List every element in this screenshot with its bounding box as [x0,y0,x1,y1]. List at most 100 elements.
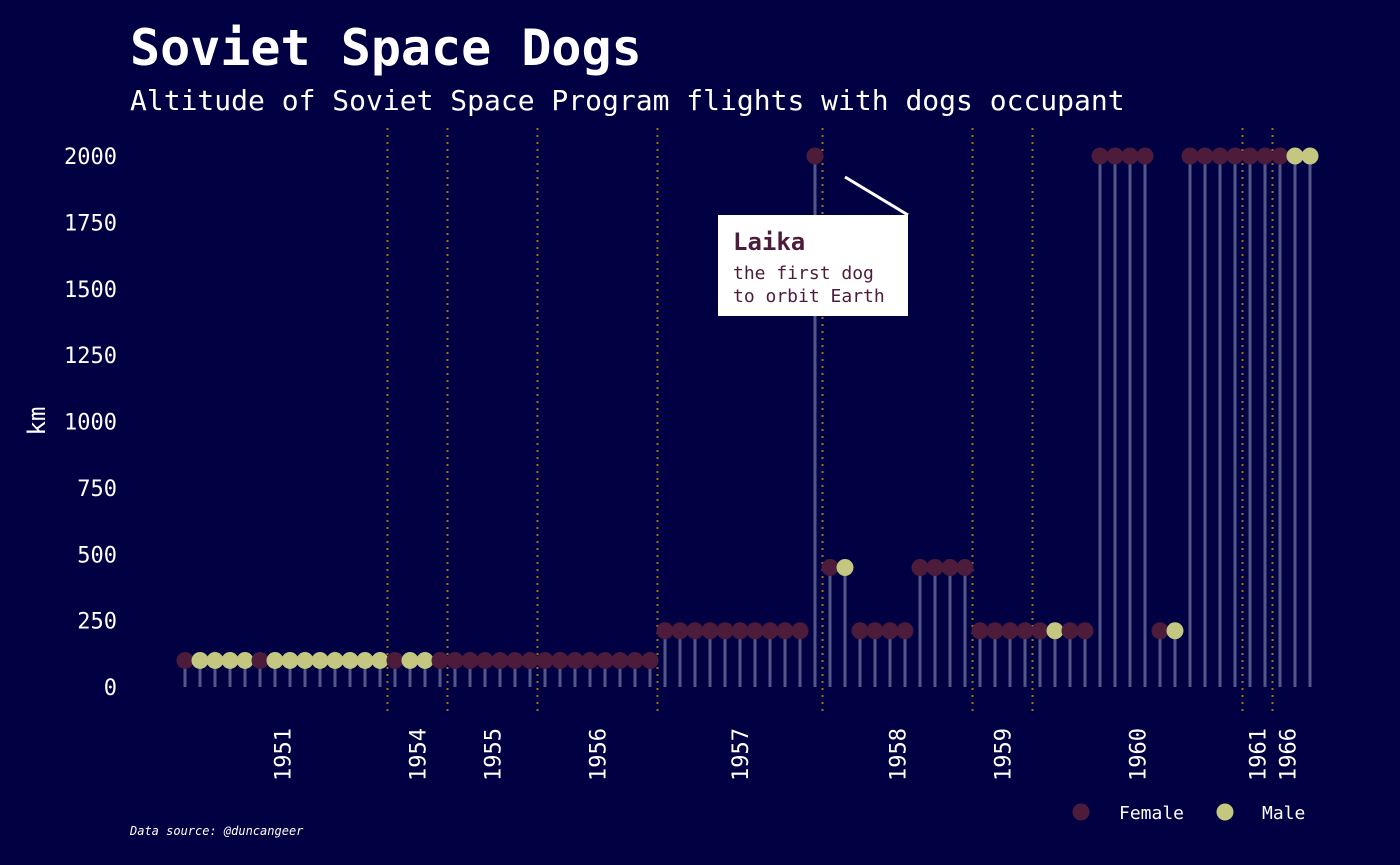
flight-dot [1091,147,1109,165]
flight-dot [236,651,254,669]
annotation-box [718,215,908,316]
flight-dot [1271,147,1289,165]
flight-dot [641,651,659,669]
x-tick-label: 1960 [1127,728,1152,781]
y-tick-label: 1500 [64,278,117,303]
y-tick-label: 750 [77,477,117,502]
flight-dot [341,651,359,669]
y-axis-label: km [23,407,51,436]
flight-dot [746,622,764,640]
y-tick-label: 1750 [64,211,117,236]
flight-dot [911,559,929,577]
y-tick-label: 1250 [64,344,117,369]
flight-dot [1106,147,1124,165]
y-tick-label: 500 [77,543,117,568]
x-tick-label: 1958 [887,728,912,781]
annotation-title: Laika [733,228,805,256]
flight-dot [851,622,869,640]
y-axis-ticks: 0 250 500 750 1000 1250 1500 1750 2000 [64,145,117,701]
flight-dot [896,622,914,640]
flight-dot [551,651,569,669]
flight-dot [971,622,989,640]
annotation-pointer [844,175,909,217]
flight-dot [716,622,734,640]
flight-dot [401,651,419,669]
flight-dot [386,651,404,669]
flight-dot [281,651,299,669]
flight-dot [1136,147,1154,165]
x-tick-label: 1959 [992,728,1017,781]
flight-dot [1166,622,1184,640]
x-tick-label: 1951 [272,728,297,781]
flight-dot [1211,147,1229,165]
flight-dot [521,651,539,669]
flight-dot [821,559,839,577]
flight-dot [566,651,584,669]
flight-dot [1196,147,1214,165]
flight-dot [1061,622,1079,640]
flight-dot [1121,147,1139,165]
flight-dot [536,651,554,669]
flight-dot [266,651,284,669]
x-tick-label: 1966 [1277,728,1302,781]
flight-dot [446,651,464,669]
flight-dot [326,651,344,669]
flight-dot [1046,622,1064,640]
y-tick-label: 1000 [64,411,117,436]
flight-dot [296,651,314,669]
flight-dot [371,651,389,669]
x-tick-label: 1955 [482,728,507,781]
flight-dot [941,559,959,577]
flight-dot [761,622,779,640]
flight-dot [221,651,239,669]
flight-dot [1181,147,1199,165]
x-tick-label: 1956 [587,728,612,781]
flight-dot [596,651,614,669]
flight-dot [506,651,524,669]
flight-dot [1001,622,1019,640]
flight-dot [356,651,374,669]
flight-dot [671,622,689,640]
flight-dot [1256,147,1274,165]
chart-title: Soviet Space Dogs [130,19,642,77]
flight-dot [986,622,1004,640]
flight-dot [881,622,899,640]
flight-dot [1151,622,1169,640]
flight-dot [1301,147,1319,165]
y-tick-label: 2000 [64,145,117,170]
flight-dots [176,147,1319,669]
flight-dot [686,622,704,640]
flight-dot [776,622,794,640]
data-source: Data source: @duncangeer [129,824,304,838]
laika-annotation: Laika the first dog to orbit Earth [718,175,909,316]
flight-dot [191,651,209,669]
flight-dot [611,651,629,669]
flight-dot [1241,147,1259,165]
flight-dot [1286,147,1304,165]
flight-dot [656,622,674,640]
flight-dot [206,651,224,669]
legend-male-label: Male [1262,803,1305,824]
legend: Female Male [1072,803,1305,824]
flight-dot [476,651,494,669]
flight-dot [461,651,479,669]
flight-dot [806,147,824,165]
legend-female-label: Female [1119,803,1184,824]
x-tick-label: 1954 [407,728,432,781]
flight-dot [731,622,749,640]
flight-dot [956,559,974,577]
flight-dot [251,651,269,669]
flight-dot [1031,622,1049,640]
flight-dot [1016,622,1034,640]
x-tick-label: 1961 [1247,728,1272,781]
flight-dot [176,651,194,669]
y-tick-label: 250 [77,610,117,635]
annotation-line-1: the first dog [733,263,874,284]
y-tick-label: 0 [104,676,117,701]
flight-dot [926,559,944,577]
annotation-line-2: to orbit Earth [733,286,885,307]
flight-dot [701,622,719,640]
legend-female-swatch [1072,803,1090,821]
flight-dot [1076,622,1094,640]
